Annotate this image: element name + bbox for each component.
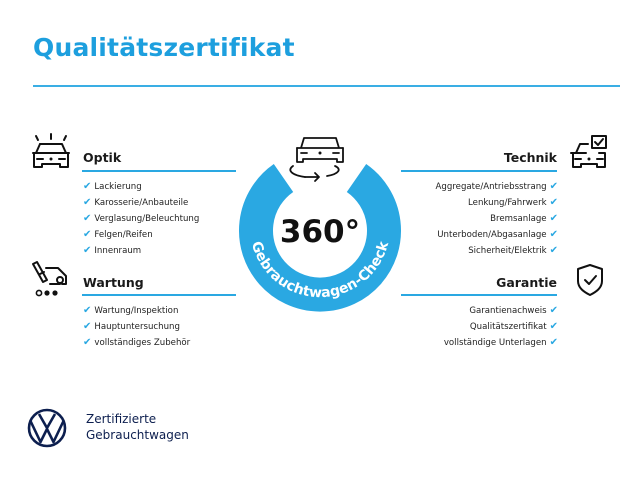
check-icon: ✔ (549, 337, 558, 348)
optik-list: ✔ Lackierung ✔ Karosserie/Anbauteile ✔ Verg… (83, 179, 199, 259)
service-van-icon (32, 261, 67, 297)
wartung-heading: Wartung (83, 275, 144, 290)
check-icon: ✔ (83, 213, 92, 224)
check-icon: ✔ (83, 337, 92, 348)
wartung-divider (82, 294, 236, 296)
check-icon: ✔ (549, 321, 558, 332)
car-checklist-icon (570, 135, 607, 168)
check-icon: ✔ (83, 321, 92, 332)
wartung-list: ✔ Wartung/Inspektion ✔ Hauptuntersuchung ✔… (83, 303, 190, 351)
check-icon: ✔ (549, 245, 558, 256)
list-item: ✔ Wartung/Inspektion (83, 305, 179, 316)
shield-check-icon (577, 264, 603, 296)
list-item: Qualitätszertifikat ✔ (469, 321, 558, 332)
car-rotate-icon (289, 137, 344, 182)
check-icon: ✔ (549, 305, 558, 316)
badge-ring (239, 164, 401, 312)
list-item: Aggregate/Antriebsstrang ✔ (435, 181, 558, 192)
check-icon: ✔ (83, 197, 92, 208)
list-item: ✔ Lackierung (83, 181, 142, 192)
check-icon: ✔ (549, 197, 558, 208)
technik-heading: Technik (503, 150, 557, 165)
title-divider (33, 85, 620, 87)
technik-list: Aggregate/Antriebsstrang ✔ Lenkung/Fahrwe… (436, 179, 558, 259)
brand-line-2: Gebrauchtwagen (86, 428, 189, 442)
vw-logo (27, 408, 67, 448)
list-item: ✔ Karosserie/Anbauteile (83, 197, 189, 208)
brand-text: Zertifizierte Gebrauchtwagen (86, 411, 189, 443)
check-icon: ✔ (83, 229, 92, 240)
list-item: ✔ Verglasung/Beleuchtung (83, 213, 200, 224)
list-item: ✔ Innenraum (83, 245, 142, 256)
list-item: Unterboden/Abgasanlage ✔ (437, 229, 558, 240)
list-item: Garantienachweis ✔ (469, 305, 558, 316)
list-item: Sicherheit/Elektrik ✔ (468, 245, 558, 256)
technik-divider (401, 170, 557, 172)
list-item: ✔ vollständiges Zubehör (83, 337, 191, 348)
check-icon: ✔ (549, 213, 558, 224)
car-lights-icon (32, 133, 70, 168)
optik-heading: Optik (83, 150, 122, 165)
page-title: Qualitätszertifikat (33, 33, 295, 62)
garantie-list: Garantienachweis ✔ Qualitätszertifikat ✔ v… (444, 303, 558, 351)
list-item: ✔ Felgen/Reifen (83, 229, 153, 240)
brand-line-1: Zertifizierte (86, 412, 157, 426)
list-item: vollständige Unterlagen ✔ (443, 337, 558, 348)
optik-divider (82, 170, 236, 172)
list-item: ✔ Hauptuntersuchung (83, 321, 180, 332)
list-item: Bremsanlage ✔ (490, 213, 558, 224)
check-icon: ✔ (549, 229, 558, 240)
check-icon: ✔ (83, 245, 92, 256)
list-item: Lenkung/Fahrwerk ✔ (468, 197, 558, 208)
check-icon: ✔ (83, 305, 92, 316)
garantie-heading: Garantie (496, 275, 557, 290)
badge-value: 360° (280, 214, 360, 250)
check-icon: ✔ (549, 181, 558, 192)
garantie-divider (401, 294, 557, 296)
check-icon: ✔ (83, 181, 92, 192)
